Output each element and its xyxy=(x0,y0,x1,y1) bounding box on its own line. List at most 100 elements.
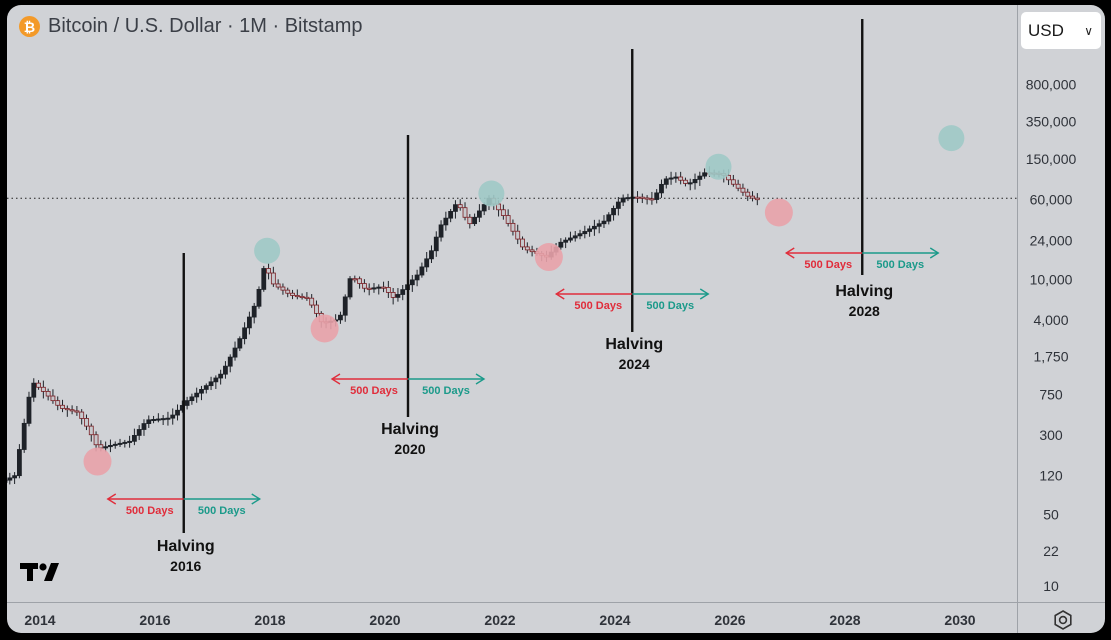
candle-body xyxy=(338,314,343,321)
candle-body xyxy=(659,183,664,194)
chart-canvas[interactable]: 800,000 350,000 150,000 60,000 24,000 10,000 4… xyxy=(7,5,1105,633)
candle-body xyxy=(702,172,708,177)
candle-body xyxy=(644,197,650,200)
candle-body xyxy=(505,215,511,224)
candle-body xyxy=(45,391,51,397)
candle-body xyxy=(414,274,420,281)
currency-value: USD xyxy=(1028,20,1064,40)
candle-body xyxy=(381,286,386,289)
candle-body xyxy=(7,477,13,481)
candle-body xyxy=(74,410,80,413)
tradingview-logo xyxy=(20,563,59,581)
price-tick-label: 10 xyxy=(1043,578,1059,594)
before-arrow-head xyxy=(784,247,795,259)
candle-body xyxy=(184,400,190,406)
price-tick-label: 10,000 xyxy=(1030,271,1073,287)
candle-body xyxy=(270,272,276,285)
candle-body xyxy=(520,238,525,248)
before-arrow-head xyxy=(106,493,117,505)
candle-body xyxy=(170,414,176,419)
candle-body xyxy=(246,316,252,329)
candle-body xyxy=(376,286,382,289)
candle-body xyxy=(136,429,142,436)
time-tick-label: 2014 xyxy=(24,612,55,628)
candle-body xyxy=(558,241,564,248)
before-days-label: 500 Days xyxy=(350,385,398,397)
candle-body xyxy=(357,278,363,284)
candle-body xyxy=(515,230,521,240)
candle-body xyxy=(16,449,22,477)
cycle-bottom-marker xyxy=(83,447,112,476)
candle-body xyxy=(285,289,291,294)
candle-body xyxy=(55,400,61,406)
candle-body xyxy=(304,296,310,299)
after-days-label: 500 Days xyxy=(876,259,924,271)
candle-body xyxy=(510,222,516,232)
candle-body xyxy=(131,435,137,442)
candle-body xyxy=(60,404,65,409)
currency-select[interactable]: USD ∨ xyxy=(1021,12,1101,49)
time-axis-divider xyxy=(7,602,1105,603)
candle-body xyxy=(237,338,243,349)
candle-body xyxy=(213,377,219,383)
candle-body xyxy=(366,287,372,290)
candle-body xyxy=(462,207,468,218)
price-tick-label: 50 xyxy=(1043,507,1059,523)
candle-body xyxy=(467,216,473,225)
before-days-label: 500 Days xyxy=(574,300,622,312)
candle-body xyxy=(146,419,152,424)
candle-body xyxy=(175,409,180,416)
candle-body xyxy=(112,443,118,446)
candle-body xyxy=(218,373,224,379)
candle-body xyxy=(347,278,353,298)
price-tick-label: 800,000 xyxy=(1026,77,1077,93)
candle-body xyxy=(40,386,46,392)
candle-body xyxy=(165,417,171,420)
candle-body xyxy=(84,418,89,427)
candle-body xyxy=(290,292,295,296)
halving-year: 2028 xyxy=(849,303,880,319)
candle-body xyxy=(390,292,396,298)
after-arrow-head xyxy=(251,493,262,505)
candle-body xyxy=(64,408,70,411)
candle-body xyxy=(726,174,731,181)
price-tick-label: 350,000 xyxy=(1026,113,1077,129)
halving-label: Halving xyxy=(381,421,439,438)
candle-body xyxy=(141,423,147,430)
halving-year: 2016 xyxy=(170,558,201,574)
candle-body xyxy=(568,237,573,241)
candle-body xyxy=(687,182,693,185)
candle-body xyxy=(93,434,99,446)
settings-icon[interactable] xyxy=(1052,609,1074,631)
time-tick-label: 2016 xyxy=(139,612,170,628)
candle-body xyxy=(127,440,133,443)
candle-body xyxy=(433,236,439,252)
candle-body xyxy=(591,225,597,230)
cycle-top-marker xyxy=(705,153,732,180)
candle-body xyxy=(587,228,593,232)
candle-body xyxy=(117,442,123,445)
candle-body xyxy=(529,249,535,253)
price-tick-label: 22 xyxy=(1043,543,1059,559)
candle-body xyxy=(735,183,741,189)
candle-body xyxy=(429,250,434,260)
candle-body xyxy=(203,385,209,390)
candle-body xyxy=(745,191,751,197)
candle-body xyxy=(266,268,271,274)
candle-body xyxy=(601,220,607,225)
price-tick-label: 300 xyxy=(1039,427,1063,443)
time-tick-label: 2024 xyxy=(599,612,630,628)
candle-body xyxy=(21,422,27,450)
candle-body xyxy=(155,418,161,421)
after-days-label: 500 Days xyxy=(422,385,470,397)
candle-body xyxy=(160,418,166,421)
before-days-label: 500 Days xyxy=(804,259,852,271)
candle-body xyxy=(299,295,305,298)
candle-body xyxy=(649,198,655,201)
chart-frame: 800,000 350,000 150,000 60,000 24,000 10,000 4… xyxy=(7,5,1105,633)
candle-body xyxy=(223,365,228,375)
candle-body xyxy=(69,409,75,412)
candle-body xyxy=(448,211,454,219)
candle-body xyxy=(750,195,755,199)
candle-body xyxy=(697,175,703,180)
